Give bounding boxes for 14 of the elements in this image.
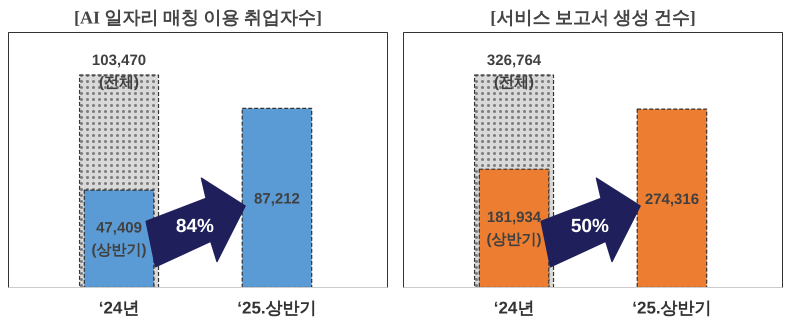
annotation: 84% [176,216,214,237]
x-tick-label: ‘25.상반기 [632,298,712,318]
x-tick-label: ‘24년 [98,298,140,318]
x-tick-label: ‘25.상반기 [237,298,317,318]
data-label: 47,409 (상반기) [92,219,147,258]
x-tick-label: ‘24년 [494,298,534,318]
data-label: 326,764 (전체) [486,52,542,92]
data-label: 181,934 (상반기) [486,208,542,248]
annotation: 50% [570,216,609,237]
data-label: 103,470 (전체) [92,52,146,92]
chart-title: [AI 일자리 매칭 이용 취업자수] [74,8,322,28]
data-label: 87,212 [254,190,300,208]
data-label: 274,316 [644,190,700,208]
chart-title: [서비스 보고서 생성 건수] [490,8,696,28]
